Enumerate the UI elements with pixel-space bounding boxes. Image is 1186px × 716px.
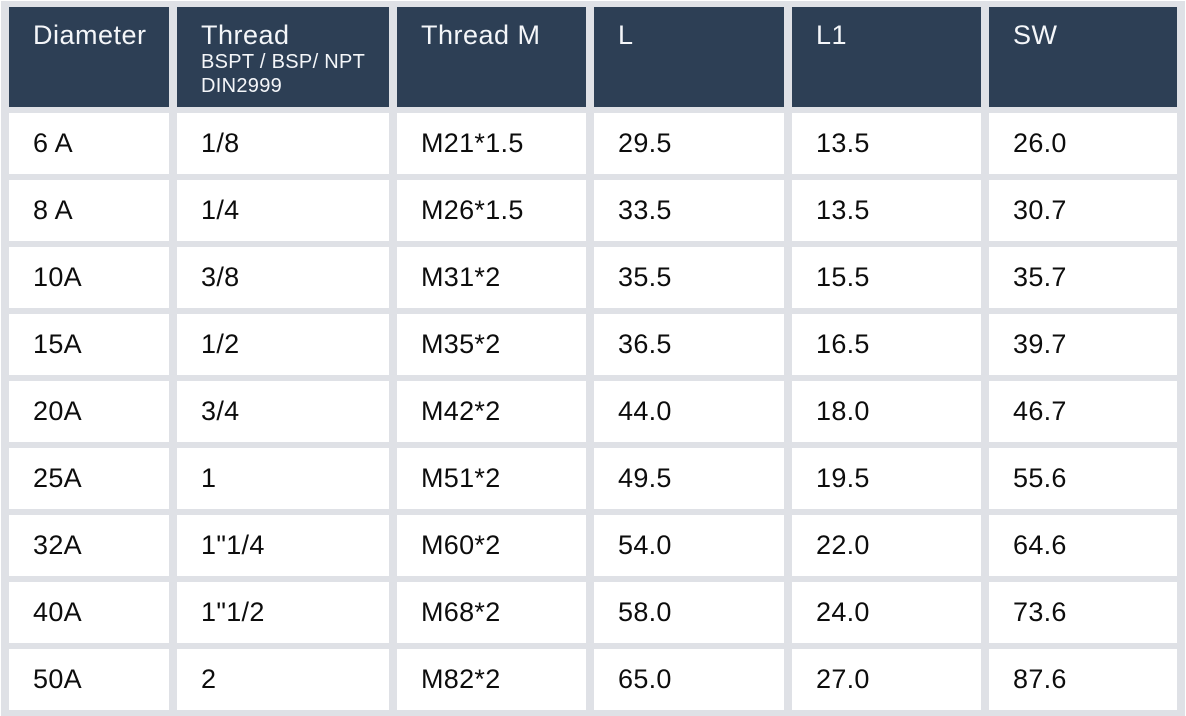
cell-thread-m: M26*1.5 [397, 180, 586, 241]
col-header-label: L [618, 20, 634, 50]
cell-diameter: 6 A [9, 113, 169, 174]
cell-sw: 46.7 [989, 381, 1177, 442]
col-header-label: Thread [201, 20, 290, 50]
cell-thread: 1 [177, 448, 389, 509]
cell-thread: 1/2 [177, 314, 389, 375]
table-header: Diameter Thread BSPT / BSP/ NPT DIN2999 … [9, 7, 1177, 107]
col-header-diameter: Diameter [9, 7, 169, 107]
cell-l1: 13.5 [792, 113, 981, 174]
cell-thread: 1/4 [177, 180, 389, 241]
cell-l: 49.5 [594, 448, 784, 509]
col-header-l: L [594, 7, 784, 107]
cell-thread-m: M60*2 [397, 515, 586, 576]
cell-l: 35.5 [594, 247, 784, 308]
cell-diameter: 15A [9, 314, 169, 375]
cell-sw: 55.6 [989, 448, 1177, 509]
cell-diameter: 50A [9, 649, 169, 710]
cell-thread: 2 [177, 649, 389, 710]
cell-sw: 26.0 [989, 113, 1177, 174]
cell-sw: 39.7 [989, 314, 1177, 375]
cell-l1: 16.5 [792, 314, 981, 375]
table-body: 6 A 1/8 M21*1.5 29.5 13.5 26.0 8 A 1/4 M… [9, 113, 1177, 710]
table-row: 10A 3/8 M31*2 35.5 15.5 35.7 [9, 247, 1177, 308]
cell-l1: 22.0 [792, 515, 981, 576]
cell-thread-m: M21*1.5 [397, 113, 586, 174]
cell-diameter: 20A [9, 381, 169, 442]
cell-l: 44.0 [594, 381, 784, 442]
col-header-label: L1 [816, 20, 848, 50]
col-header-thread-m: Thread M [397, 7, 586, 107]
cell-l: 29.5 [594, 113, 784, 174]
cell-thread-m: M82*2 [397, 649, 586, 710]
table-row: 40A 1"1/2 M68*2 58.0 24.0 73.6 [9, 582, 1177, 643]
cell-sw: 30.7 [989, 180, 1177, 241]
col-header-l1: L1 [792, 7, 981, 107]
cell-thread: 3/4 [177, 381, 389, 442]
cell-sw: 64.6 [989, 515, 1177, 576]
cell-thread-m: M68*2 [397, 582, 586, 643]
cell-thread-m: M31*2 [397, 247, 586, 308]
cell-l: 65.0 [594, 649, 784, 710]
cell-l: 58.0 [594, 582, 784, 643]
cell-thread-m: M42*2 [397, 381, 586, 442]
col-header-thread: Thread BSPT / BSP/ NPT DIN2999 [177, 7, 389, 107]
cell-diameter: 32A [9, 515, 169, 576]
cell-l: 54.0 [594, 515, 784, 576]
table-row: 25A 1 M51*2 49.5 19.5 55.6 [9, 448, 1177, 509]
cell-sw: 87.6 [989, 649, 1177, 710]
table-row: 50A 2 M82*2 65.0 27.0 87.6 [9, 649, 1177, 710]
col-header-label: Thread M [421, 20, 541, 50]
cell-diameter: 10A [9, 247, 169, 308]
col-header-label: Diameter [33, 20, 147, 50]
col-header-sw: SW [989, 7, 1177, 107]
cell-diameter: 8 A [9, 180, 169, 241]
col-header-label: SW [1013, 20, 1058, 50]
cell-l1: 24.0 [792, 582, 981, 643]
col-header-subline: DIN2999 [201, 74, 283, 97]
cell-thread: 1"1/4 [177, 515, 389, 576]
header-row: Diameter Thread BSPT / BSP/ NPT DIN2999 … [9, 7, 1177, 107]
table-row: 8 A 1/4 M26*1.5 33.5 13.5 30.7 [9, 180, 1177, 241]
cell-thread: 3/8 [177, 247, 389, 308]
cell-l: 33.5 [594, 180, 784, 241]
cell-l1: 19.5 [792, 448, 981, 509]
table-row: 15A 1/2 M35*2 36.5 16.5 39.7 [9, 314, 1177, 375]
cell-l1: 15.5 [792, 247, 981, 308]
cell-thread: 1"1/2 [177, 582, 389, 643]
cell-l1: 27.0 [792, 649, 981, 710]
cell-sw: 73.6 [989, 582, 1177, 643]
table-row: 20A 3/4 M42*2 44.0 18.0 46.7 [9, 381, 1177, 442]
col-header-subline: BSPT / BSP/ NPT [201, 51, 366, 74]
cell-sw: 35.7 [989, 247, 1177, 308]
cell-l1: 13.5 [792, 180, 981, 241]
cell-thread-m: M35*2 [397, 314, 586, 375]
cell-l1: 18.0 [792, 381, 981, 442]
table-row: 6 A 1/8 M21*1.5 29.5 13.5 26.0 [9, 113, 1177, 174]
cell-diameter: 40A [9, 582, 169, 643]
cell-l: 36.5 [594, 314, 784, 375]
cell-thread-m: M51*2 [397, 448, 586, 509]
cell-thread: 1/8 [177, 113, 389, 174]
table-row: 32A 1"1/4 M60*2 54.0 22.0 64.6 [9, 515, 1177, 576]
cell-diameter: 25A [9, 448, 169, 509]
